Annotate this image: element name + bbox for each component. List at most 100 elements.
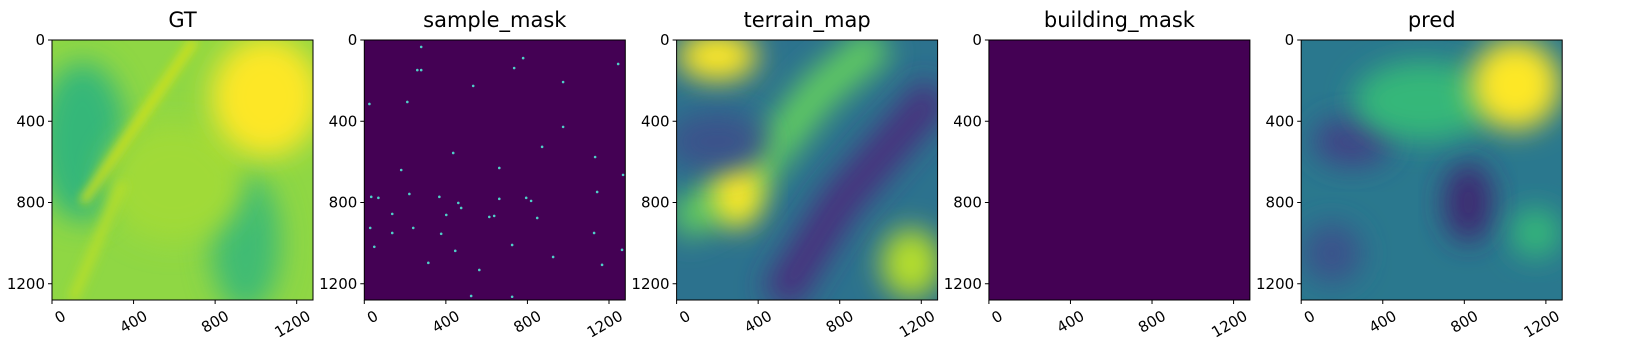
panel: sample_mask 0 400 800 1200 0 400 800 1200 (319, 8, 626, 341)
image-area (104, 122, 245, 243)
sample-point (372, 245, 376, 249)
image-area (1301, 223, 1362, 284)
sample-point (600, 263, 604, 267)
y-tick-label: 0 (660, 31, 670, 49)
image (364, 40, 626, 300)
sample-point (419, 68, 423, 72)
panel-title: sample_mask (423, 8, 567, 33)
x-tick-label: 400 (741, 307, 775, 337)
y-tick-label: 0 (1285, 31, 1295, 49)
sample-point (368, 102, 371, 106)
sample-point (427, 261, 430, 265)
sample-point (459, 206, 463, 210)
y-tick-label: 400 (953, 112, 982, 130)
sample-point (377, 196, 380, 200)
image (1301, 40, 1563, 300)
image-area (1510, 207, 1561, 258)
sample-point (510, 243, 514, 247)
sample-point (471, 84, 475, 88)
axes-frame (988, 39, 1251, 301)
y-tick-label: 800 (641, 194, 670, 212)
sample-point (368, 226, 372, 230)
y-tick-label: 400 (16, 112, 45, 130)
y-tick-label: 0 (35, 31, 45, 49)
sample-point (512, 66, 516, 70)
y-tick-label: 400 (641, 112, 670, 130)
sample-point (469, 294, 473, 298)
x-tick-label: 1200 (1521, 307, 1563, 342)
y-tick-label: 1200 (944, 275, 982, 293)
image-area (676, 111, 768, 172)
y-tick-label: 400 (1266, 112, 1295, 130)
x-tick-label: 400 (1366, 307, 1400, 337)
panel-title: building_mask (1044, 8, 1196, 33)
sample-point (390, 212, 394, 216)
sample-point (457, 201, 460, 205)
sample-point (439, 232, 443, 236)
sample-point (521, 56, 525, 60)
sample-point (478, 268, 481, 272)
panel: pred 0 400 800 1200 0 400 800 1200 (1256, 8, 1563, 341)
image-area (211, 40, 313, 157)
y-tick-label: 1200 (319, 275, 357, 293)
sample-point (561, 125, 565, 129)
x-tick-label: 0 (676, 307, 693, 327)
sample-point (492, 214, 496, 218)
x-tick-label: 0 (364, 307, 381, 327)
x-tick-label: 800 (198, 307, 232, 337)
image-stripe (79, 40, 199, 205)
sample-point (620, 248, 624, 252)
sample-point (540, 145, 544, 149)
x-tick-label: 1200 (272, 307, 314, 342)
x-tick-label: 1200 (584, 307, 626, 342)
sample-point (406, 100, 409, 104)
sample-point (487, 215, 491, 219)
x-tick-label: 400 (1054, 307, 1088, 337)
axes-frame (51, 39, 314, 301)
y-tick-label: 800 (953, 194, 982, 212)
panel-title: pred (1408, 8, 1456, 32)
image-stripe (761, 77, 938, 300)
panel: GT 0 400 800 1200 0 400 800 1200 (7, 8, 314, 342)
axes-frame (1300, 39, 1563, 301)
sample-point (524, 196, 528, 200)
image (52, 40, 313, 300)
x-tick-label: 0 (1301, 307, 1318, 327)
sample-point (561, 80, 565, 84)
image-area (881, 228, 938, 299)
panel-title: terrain_map (743, 8, 870, 33)
sample-point (535, 216, 539, 220)
y-tick-label: 800 (1266, 194, 1295, 212)
y-tick-label: 800 (16, 194, 45, 212)
x-tick-label: 800 (1447, 307, 1481, 337)
image-area (1312, 116, 1393, 167)
axes-frame (363, 39, 626, 301)
y-tick-label: 1200 (631, 275, 669, 293)
x-tick-label: 0 (989, 307, 1006, 327)
sample-point (497, 197, 501, 201)
image (988, 40, 1250, 300)
y-tick-label: 800 (329, 194, 358, 212)
y-tick-label: 1200 (1256, 275, 1294, 293)
sample-point (593, 155, 597, 159)
image-stripe (676, 40, 894, 241)
sample-point (529, 199, 533, 203)
panel-title: GT (168, 8, 197, 32)
x-tick-label: 800 (823, 307, 857, 337)
image-bg (364, 40, 626, 300)
y-tick-label: 400 (329, 112, 358, 130)
x-tick-label: 1200 (896, 307, 938, 342)
sample-point (453, 249, 457, 253)
axes-frame (676, 39, 939, 301)
sample-point (592, 231, 596, 235)
sample-point (399, 168, 403, 172)
sample-point (510, 295, 514, 299)
y-tick-label: 0 (972, 31, 982, 49)
sample-point (616, 62, 620, 66)
image-stripe (67, 180, 128, 300)
sample-point (451, 151, 455, 155)
sample-point (411, 226, 415, 230)
y-tick-label: 0 (348, 31, 358, 49)
x-tick-label: 1200 (1208, 307, 1250, 342)
